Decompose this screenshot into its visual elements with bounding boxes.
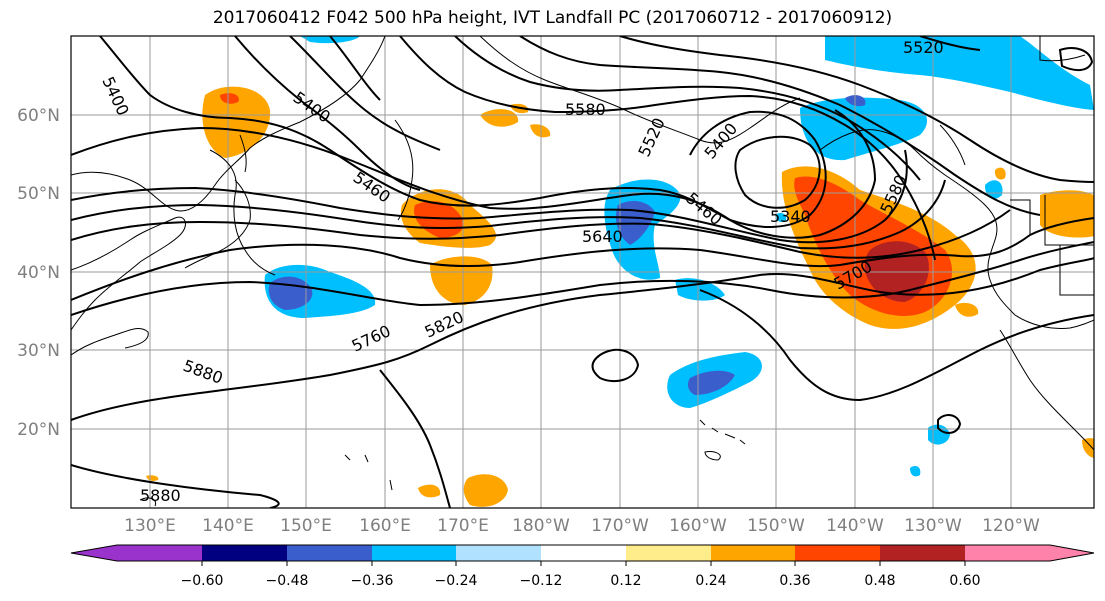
colorbar-tick: 0.36: [779, 573, 810, 589]
map-frame: [70, 35, 1095, 509]
lon-label: 160°E: [359, 516, 411, 536]
colorbar-cell: [202, 545, 287, 561]
colorbar-cell: [372, 545, 456, 561]
colorbar-cell: [880, 545, 965, 561]
contour-label: 5640: [582, 227, 623, 246]
contour-label: 5880: [140, 486, 181, 505]
colorbar-cell: [541, 545, 626, 561]
colorbar-tick: −0.60: [181, 573, 224, 589]
lon-label: 140°W: [826, 516, 884, 536]
lon-label: 150°E: [280, 516, 332, 536]
colorbar-tick: 0.60: [949, 573, 980, 589]
height-contours: [71, 36, 1094, 508]
map-area: 5400 5400 5460 5580 5520 5400 5460 5340 …: [71, 36, 1094, 508]
longitude-labels: 130°E 140°E 150°E 160°E 170°E 180°W 170°…: [124, 516, 1040, 536]
colorbar-cell: [795, 545, 880, 561]
colorbar-tick: −0.36: [351, 573, 394, 589]
colorbar-cell: [626, 545, 711, 561]
colorbar: −0.60 −0.48 −0.36 −0.24 −0.12 0.12 0.24 …: [70, 544, 1095, 589]
lon-label: 120°W: [982, 516, 1040, 536]
colorbar-tick: 0.24: [695, 573, 726, 589]
colorbar-tick: −0.48: [266, 573, 309, 589]
lon-label: 130°E: [124, 516, 176, 536]
colorbar-tick: −0.12: [520, 573, 563, 589]
lon-label: 130°W: [904, 516, 962, 536]
colorbar-cell: [711, 545, 795, 561]
lon-label: 180°W: [512, 516, 570, 536]
graticule: [71, 36, 1094, 508]
lon-label: 160°W: [669, 516, 727, 536]
colorbar-tick: 0.48: [864, 573, 895, 589]
colorbar-cell: [117, 545, 202, 561]
lon-label: 140°E: [202, 516, 254, 536]
contour-label: 5580: [565, 100, 606, 119]
lat-label: 60°N: [17, 106, 60, 126]
colorbar-tick: −0.24: [435, 573, 478, 589]
colorbar-cell: [287, 545, 372, 561]
ivt-negative-shading: [264, 36, 1094, 477]
colorbar-cell: [456, 545, 541, 561]
colorbar-cell: [965, 545, 1050, 561]
lon-label: 150°W: [747, 516, 805, 536]
lat-label: 40°N: [17, 263, 60, 283]
colorbar-extend-low: [71, 545, 117, 561]
colorbar-extend-high: [1050, 545, 1094, 561]
latitude-labels: 60°N 50°N 40°N 30°N 20°N: [17, 106, 60, 440]
contour-label: 5520: [903, 38, 944, 57]
lon-label: 170°W: [591, 516, 649, 536]
lat-label: 50°N: [17, 184, 60, 204]
colorbar-outline: [70, 544, 1095, 562]
contour-label: 5340: [770, 207, 811, 226]
colorbar-tick: 0.12: [610, 573, 641, 589]
lat-label: 30°N: [17, 341, 60, 361]
lon-label: 170°E: [437, 516, 489, 536]
map-title: 2017060412 F042 500 hPa height, IVT Land…: [212, 8, 893, 28]
lat-label: 20°N: [17, 420, 60, 440]
